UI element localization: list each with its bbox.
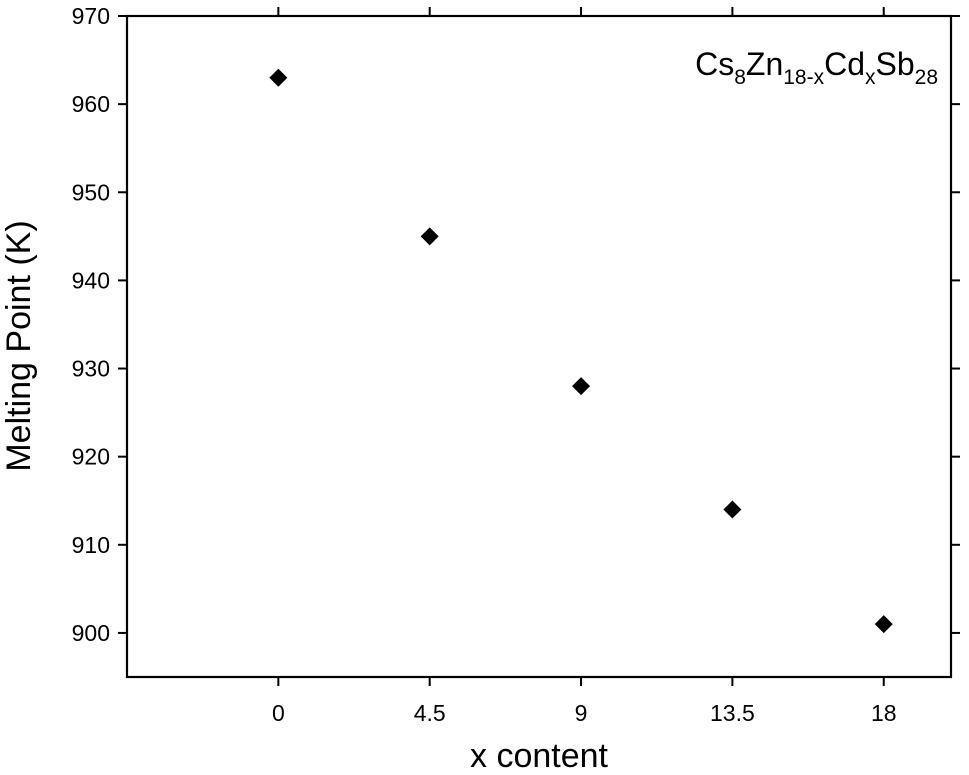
- y-tick-label: 940: [72, 267, 110, 293]
- y-tick-label: 930: [72, 356, 110, 382]
- y-tick-label: 920: [72, 444, 110, 470]
- x-tick-label: 13.5: [710, 700, 755, 726]
- formula-element: Zn: [746, 46, 783, 82]
- x-tick-label: 18: [871, 700, 897, 726]
- y-tick-label: 970: [72, 3, 110, 29]
- formula-subscript: 18-x: [783, 66, 824, 89]
- formula-element: Sb: [876, 46, 915, 82]
- formula-annotation: Cs8Zn18-xCdxSb28: [695, 46, 938, 89]
- formula-element: Cd: [824, 46, 865, 82]
- axis-ticks: 0 4.5 9 13.5 18 900 910 920 930 940 950 960 970: [72, 3, 960, 726]
- x-tick-label: 0: [272, 700, 285, 726]
- y-tick-label: 950: [72, 179, 110, 205]
- data-point: [420, 227, 439, 246]
- y-tick-label: 910: [72, 532, 110, 558]
- data-point: [269, 68, 288, 87]
- formula-element: Cs: [695, 46, 734, 82]
- y-tick-label: 960: [72, 91, 110, 117]
- plot-frame: [125, 14, 953, 679]
- y-axis-title: Melting Point (K): [0, 220, 38, 471]
- y-tick-label: 900: [72, 620, 110, 646]
- formula-subscript: 8: [734, 66, 746, 89]
- x-tick-label: 4.5: [414, 700, 446, 726]
- formula-subscript: 28: [915, 66, 938, 89]
- data-point: [572, 377, 591, 396]
- formula-subscript: x: [865, 66, 876, 89]
- data-point: [874, 615, 893, 634]
- x-axis-title: x content: [470, 737, 609, 775]
- data-point: [723, 500, 742, 519]
- x-tick-label: 9: [575, 700, 588, 726]
- data-points: [269, 68, 893, 634]
